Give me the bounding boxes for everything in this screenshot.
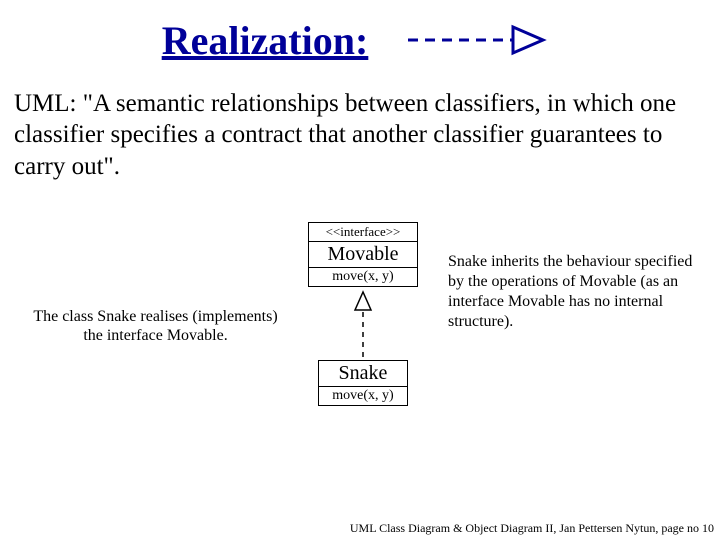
diagram-area: <<interface>> Movable move(x, y) Snake m… <box>0 192 720 452</box>
page-title: Realization: <box>162 17 369 64</box>
right-annotation: Snake inherits the behaviour specified b… <box>448 252 708 332</box>
left-annotation: The class Snake realises (implements) th… <box>8 307 303 345</box>
left-annotation-line2: the interface Movable. <box>83 327 227 344</box>
header-arrow-head <box>513 27 543 53</box>
footer-text: UML Class Diagram & Object Diagram II, J… <box>350 521 714 536</box>
realization-arrow-header <box>398 10 558 70</box>
left-annotation-line1: The class Snake realises (implements) <box>33 308 277 325</box>
class-name: Snake <box>319 361 407 387</box>
title-row: Realization: <box>0 0 720 70</box>
class-box: Snake move(x, y) <box>318 360 408 406</box>
realization-arrowhead <box>355 292 371 310</box>
uml-definition: UML: "A semantic relationships between c… <box>0 70 720 192</box>
class-operation: move(x, y) <box>319 387 407 405</box>
